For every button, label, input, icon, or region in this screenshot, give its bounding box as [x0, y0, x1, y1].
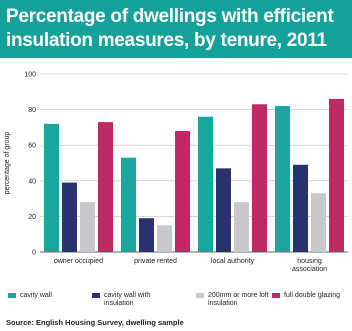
y-tick-label: 60	[28, 143, 36, 150]
bar-cavity-wall	[121, 157, 136, 252]
x-tick-label: local authority	[211, 258, 255, 265]
bar-cavity-wall-insulation	[293, 164, 308, 252]
bar-double-glazing	[175, 130, 190, 252]
bar-loft-insulation	[311, 193, 326, 252]
chart-title: Percentage of dwellings with efficient i…	[6, 6, 334, 51]
y-tick-label: 20	[28, 214, 36, 221]
bar-loft-insulation	[80, 202, 95, 252]
x-tick-label: owner occupied	[54, 258, 103, 265]
y-tick-label: 100	[24, 72, 36, 79]
bar-cavity-wall	[198, 116, 213, 252]
source-note: Source: English Housing Survey, dwelling…	[6, 318, 184, 327]
bar-cavity-wall-insulation	[139, 218, 154, 252]
bar-cavity-wall-insulation	[62, 182, 77, 252]
x-tick-label: association	[292, 266, 327, 273]
bar-cavity-wall	[44, 123, 59, 252]
bar-loft-insulation	[157, 225, 172, 252]
y-tick-label: 40	[28, 178, 36, 185]
bar-double-glazing	[329, 98, 344, 252]
bar-double-glazing	[98, 122, 113, 252]
chart-legend: cavity wall cavity wall with insulation …	[0, 292, 352, 312]
bar-cavity-wall	[275, 106, 290, 252]
title-banner: Percentage of dwellings with efficient i…	[0, 0, 352, 58]
legend-label: cavity wall	[20, 292, 52, 299]
y-axis-label: percentage of group	[4, 132, 11, 195]
bar-chart: 0 20 40 60 80 100 percentage of group owner occ…	[4, 72, 348, 273]
legend-label: 200mm or more loft insulation	[208, 292, 269, 307]
legend-swatch-cavity-wall	[8, 293, 16, 298]
x-tick-label: private rented	[134, 258, 177, 265]
x-tick-label: housing	[297, 258, 322, 265]
y-tick-label: 80	[28, 107, 36, 114]
bar-cavity-wall-insulation	[216, 168, 231, 252]
legend-swatch-double-glazing	[272, 293, 280, 298]
bar-double-glazing	[252, 104, 267, 252]
legend-label: cavity wall with insulation	[104, 292, 151, 307]
legend-swatch-loft-insulation	[196, 293, 204, 298]
legend-swatch-cavity-wall-insulation	[92, 293, 100, 298]
legend-label: full double glazing	[284, 292, 341, 299]
bar-loft-insulation	[234, 202, 249, 252]
y-tick-label: 0	[32, 250, 36, 257]
